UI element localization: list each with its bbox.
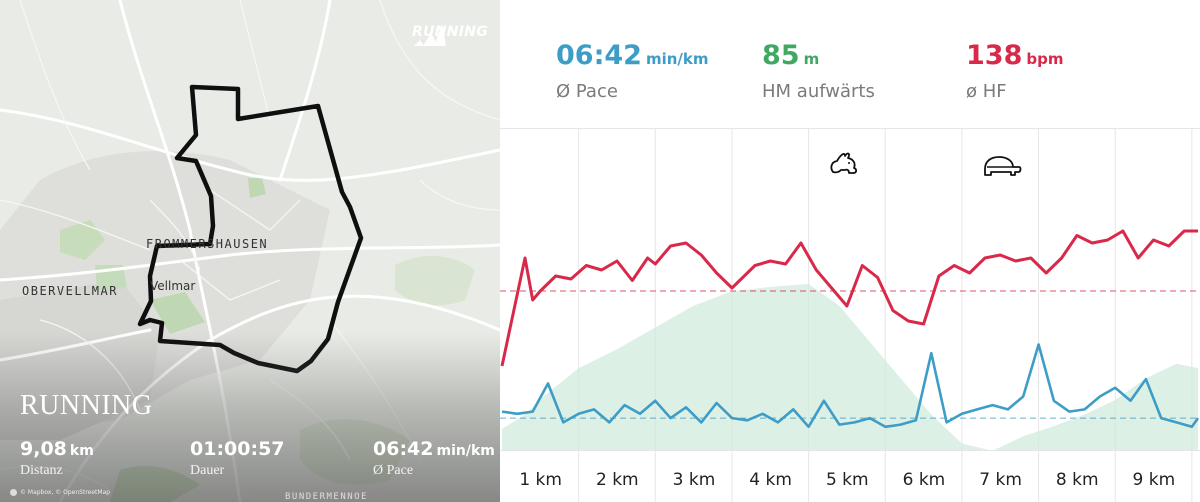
map-stat-duration: 01:00:57 Dauer	[190, 438, 285, 479]
summary-unit: bpm	[1026, 50, 1064, 68]
summary-label: HM aufwärts	[762, 81, 875, 102]
route-map[interactable]: FROMMERSHAUSEN OBERVELLMAR Vellmar BUNDE…	[0, 0, 500, 502]
stat-label: Ø Pace	[373, 463, 414, 478]
map-attribution[interactable]: © Mapbox, © OpenStreetMap	[10, 489, 110, 496]
x-tick-label: 6 km	[903, 470, 946, 490]
summary-unit: min/km	[645, 50, 709, 68]
performance-chart[interactable]: 1 km 2 km 3 km 4 km 5 km 6 km 7 km 8 km 9 km	[500, 128, 1200, 502]
summary-label: Ø Pace	[556, 81, 618, 102]
rabbit-icon	[830, 152, 858, 174]
stat-label: Distanz	[20, 463, 63, 478]
x-tick-label: 5 km	[826, 470, 869, 490]
stat-value: 9,08	[20, 438, 67, 460]
stats-panel: 06:42 min/km Ø Pace 85 m HM aufwärts 138 bp…	[500, 0, 1200, 502]
summary-pace: 06:42 min/km Ø Pace	[556, 40, 709, 102]
adidas-running-logo: RUNNING	[412, 22, 488, 46]
sport-title: RUNNING	[20, 390, 153, 421]
x-axis-labels: 1 km 2 km 3 km 4 km 5 km 6 km 7 km 8 km 9 km	[519, 470, 1175, 490]
x-tick-label: 1 km	[519, 470, 562, 490]
summary-value: 06:42	[556, 40, 642, 71]
info-icon[interactable]	[10, 489, 17, 496]
place-label: Vellmar	[150, 279, 196, 293]
summary-value: 138	[966, 40, 1023, 71]
x-tick-label: 7 km	[979, 470, 1022, 490]
map-shade	[0, 332, 500, 502]
map-stat-pace: 06:42 min/km Ø Pace	[373, 438, 495, 479]
stat-unit: min/km	[436, 443, 495, 459]
stat-value: 06:42	[373, 438, 434, 460]
place-label: FROMMERSHAUSEN	[146, 237, 269, 251]
summary-unit: m	[803, 50, 820, 68]
stat-value: 01:00:57	[190, 438, 285, 460]
summary-label: ø HF	[966, 81, 1007, 102]
turtle-icon	[984, 156, 1022, 176]
place-label: OBERVELLMAR	[22, 284, 118, 298]
elevation-area	[502, 284, 1198, 451]
x-tick-label: 2 km	[596, 470, 639, 490]
x-tick-label: 4 km	[749, 470, 792, 490]
stat-label: Dauer	[190, 463, 225, 478]
summary-elevation: 85 m HM aufwärts	[762, 40, 875, 102]
x-tick-label: 9 km	[1133, 470, 1176, 490]
place-label: BUNDERMENNOE	[285, 492, 369, 502]
heart-rate-line	[500, 229, 1198, 367]
summary-heart-rate: 138 bpm ø HF	[966, 40, 1063, 102]
map-stat-distance: 9,08 km Distanz	[20, 438, 94, 479]
attribution-text: © Mapbox, © OpenStreetMap	[20, 489, 111, 496]
stat-unit: km	[69, 443, 94, 459]
adidas-stripes-icon	[414, 24, 446, 46]
summary-value: 85	[762, 40, 800, 71]
x-tick-label: 3 km	[673, 470, 716, 490]
x-tick-label: 8 km	[1056, 470, 1099, 490]
pace-line	[501, 343, 1200, 429]
